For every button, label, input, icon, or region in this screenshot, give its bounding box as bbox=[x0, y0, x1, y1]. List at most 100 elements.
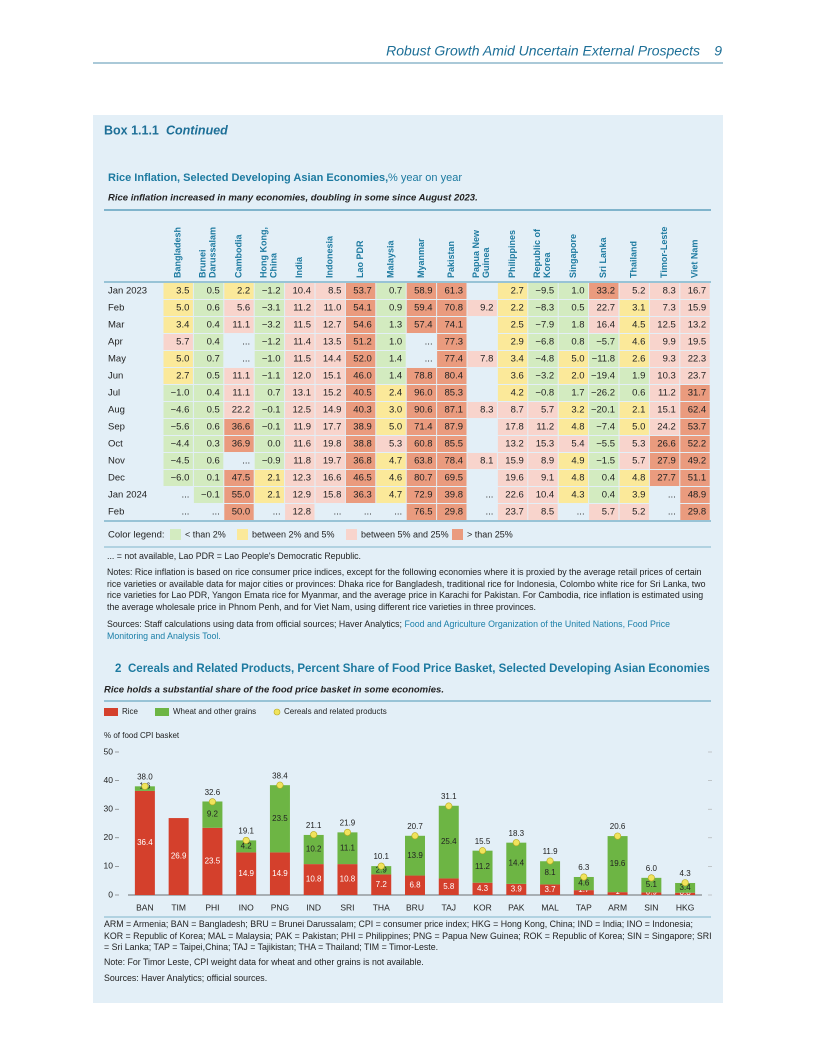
data-label: 26.9 bbox=[171, 852, 187, 861]
cell-bg bbox=[285, 300, 315, 316]
cell-bg bbox=[315, 487, 345, 503]
cell: ... bbox=[181, 490, 189, 501]
cell: 0.8 bbox=[571, 337, 584, 348]
row-label: Jun bbox=[108, 371, 123, 382]
cell-bg bbox=[619, 504, 649, 520]
cell: −9.5 bbox=[535, 286, 554, 297]
cell: 85.3 bbox=[445, 388, 464, 399]
cell-bg bbox=[619, 368, 649, 384]
data-label: 13.9 bbox=[407, 851, 423, 860]
legend-label: > than 25% bbox=[467, 529, 513, 539]
cell: 0.3 bbox=[207, 439, 220, 450]
cell: 5.4 bbox=[571, 439, 584, 450]
column-header: Sri Lanka bbox=[598, 236, 608, 278]
cell-bg bbox=[376, 436, 406, 452]
cell-bg bbox=[254, 419, 285, 435]
bar-segment bbox=[438, 878, 459, 895]
cell: 36.6 bbox=[232, 422, 251, 433]
cell-bg bbox=[680, 487, 710, 503]
cell-bg bbox=[345, 368, 376, 384]
cell: ... bbox=[242, 354, 250, 365]
cell-bg bbox=[163, 368, 193, 384]
bar-segment bbox=[236, 840, 257, 853]
cell: −3.1 bbox=[262, 303, 281, 314]
cell-bg bbox=[406, 402, 437, 418]
cell: ... bbox=[242, 456, 250, 467]
cell: 0.0 bbox=[267, 439, 280, 450]
bar-segment bbox=[675, 882, 696, 893]
cell-bg bbox=[467, 300, 497, 316]
cell: 0.6 bbox=[207, 456, 220, 467]
cell: 8.3 bbox=[663, 286, 676, 297]
cell-bg bbox=[437, 453, 467, 469]
cell-bg bbox=[680, 470, 710, 486]
cell: 4.6 bbox=[632, 337, 645, 348]
cell: 3.0 bbox=[389, 405, 402, 416]
cell: 9.1 bbox=[541, 473, 554, 484]
cell-bg bbox=[254, 385, 285, 401]
sources-text: Sources: Staff calculations using data f… bbox=[107, 619, 403, 629]
cell-bg bbox=[163, 300, 193, 316]
cell-bg bbox=[558, 385, 589, 401]
cell-bg bbox=[285, 487, 315, 503]
column-header: Viet Nam bbox=[689, 240, 699, 278]
cell: 11.1 bbox=[232, 320, 250, 331]
cell: −8.3 bbox=[535, 303, 554, 314]
cell-bg bbox=[649, 334, 680, 350]
sources-link[interactable]: Food and Agriculture Organization of the… bbox=[107, 619, 670, 641]
cell: 51.1 bbox=[688, 473, 707, 484]
note: ... = not available, Lao PDR = Lao Peopl… bbox=[107, 551, 361, 561]
cell-bg bbox=[315, 351, 345, 367]
x-tick-label: INO bbox=[239, 902, 255, 912]
bar-segment bbox=[405, 835, 425, 876]
cell-bg bbox=[163, 351, 193, 367]
cell-bg bbox=[558, 419, 589, 435]
cell: 0.1 bbox=[207, 473, 220, 484]
cell-bg bbox=[406, 487, 437, 503]
cell: 61.3 bbox=[445, 286, 464, 297]
cell: 10.4 bbox=[293, 286, 312, 297]
cell-bg bbox=[680, 351, 710, 367]
data-label: 36.4 bbox=[137, 838, 153, 847]
cell-bg bbox=[619, 300, 649, 316]
data-label: 14.9 bbox=[238, 869, 254, 878]
cell-bg bbox=[406, 504, 437, 520]
x-tick-label: PAK bbox=[508, 902, 525, 912]
cell-bg bbox=[680, 453, 710, 469]
cell: 0.4 bbox=[207, 337, 220, 348]
cell: 31.7 bbox=[688, 388, 707, 399]
cell-bg bbox=[254, 283, 285, 299]
column-header: Papua NewGuinea bbox=[472, 229, 492, 278]
cell: 11.1 bbox=[232, 388, 250, 399]
cell-bg bbox=[437, 419, 467, 435]
cell-bg bbox=[224, 436, 254, 452]
cell-bg bbox=[406, 470, 437, 486]
total-dot bbox=[681, 879, 689, 887]
cell: 0.4 bbox=[602, 473, 615, 484]
cell: 15.2 bbox=[323, 388, 342, 399]
cell-bg bbox=[437, 385, 467, 401]
cell-bg bbox=[497, 470, 528, 486]
cell: 14.9 bbox=[323, 405, 342, 416]
data-label: 19.6 bbox=[610, 859, 626, 868]
cell: 10.4 bbox=[536, 490, 555, 501]
cell-bg bbox=[224, 487, 254, 503]
data-label: 38.0 bbox=[137, 772, 153, 781]
cell: −1.5 bbox=[596, 456, 615, 467]
cell: ... bbox=[425, 337, 433, 348]
cell-bg bbox=[406, 300, 437, 316]
cell-bg bbox=[254, 402, 285, 418]
cell-bg bbox=[619, 351, 649, 367]
column-header: Hong Kong,China bbox=[259, 227, 279, 278]
cell: 2.6 bbox=[632, 354, 645, 365]
cell: 39.8 bbox=[445, 490, 464, 501]
cell: 4.7 bbox=[389, 456, 402, 467]
cell-bg bbox=[315, 470, 345, 486]
cell: 72.9 bbox=[414, 490, 433, 501]
cell-bg bbox=[528, 453, 558, 469]
cell-bg bbox=[558, 487, 589, 503]
y-tick-label: 40 bbox=[104, 775, 114, 785]
data-label: 4.2 bbox=[241, 841, 253, 850]
column-header: Cambodia bbox=[233, 233, 243, 278]
cell-bg bbox=[193, 419, 224, 435]
